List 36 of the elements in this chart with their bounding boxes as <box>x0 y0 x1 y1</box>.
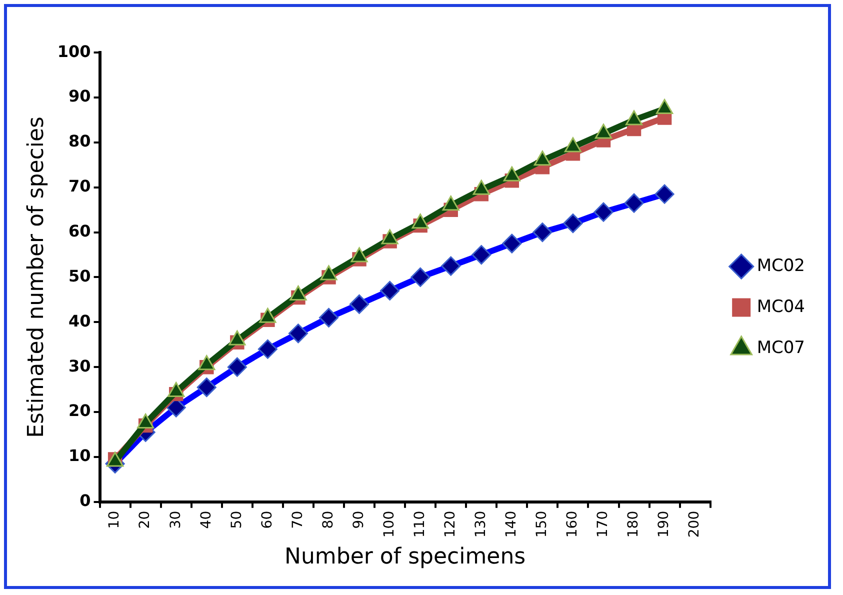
legend-label: MC07 <box>756 338 805 358</box>
y-tick-label: 100 <box>57 42 91 61</box>
y-tick-label: 10 <box>68 446 91 466</box>
x-tick-label: 50 <box>228 510 245 529</box>
y-tick-label: 20 <box>68 401 91 420</box>
y-tick-label: 50 <box>68 266 91 286</box>
y-tick-label: 40 <box>68 311 91 330</box>
x-tick-label: 70 <box>290 510 306 529</box>
x-tick-label: 30 <box>168 510 184 529</box>
x-tick-label: 190 <box>656 510 672 538</box>
y-tick-label: 60 <box>68 221 91 240</box>
x-tick-label: 200 <box>686 510 703 538</box>
x-tick-label: 10 <box>106 510 123 529</box>
x-tick-label: 60 <box>259 510 276 529</box>
x-tick-label: 180 <box>626 510 642 538</box>
x-tick-label: 150 <box>534 510 550 538</box>
legend-label: MC04 <box>756 296 805 317</box>
legend-label: MC02 <box>756 256 805 276</box>
x-tick-label: 110 <box>412 510 428 538</box>
x-tick-label: 120 <box>442 510 458 538</box>
x-tick-label: 130 <box>473 510 490 538</box>
x-tick-label: 40 <box>198 510 214 529</box>
x-tick-label: 100 <box>381 510 398 538</box>
x-tick-label: 80 <box>320 510 336 529</box>
y-tick-label: 30 <box>68 356 91 376</box>
x-axis-title: Number of specimens <box>284 544 526 570</box>
x-tick-label: 20 <box>137 510 154 529</box>
y-tick-label: 70 <box>68 176 91 196</box>
x-tick-label: 90 <box>350 510 367 529</box>
y-tick-label: 80 <box>68 132 91 151</box>
y-tick-label: 0 <box>80 491 91 510</box>
x-tick-label: 140 <box>504 510 520 538</box>
x-tick-label: 170 <box>595 510 612 538</box>
x-tick-label: 160 <box>564 510 581 538</box>
y-axis-title: Estimated number of species <box>24 116 49 438</box>
y-tick-label: 90 <box>68 86 91 106</box>
